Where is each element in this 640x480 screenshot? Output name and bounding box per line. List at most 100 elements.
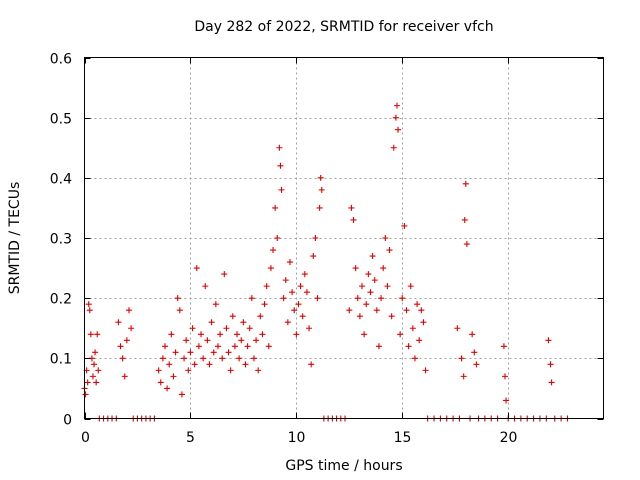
data-point (310, 253, 317, 260)
data-point (407, 283, 414, 290)
data-point (503, 397, 510, 404)
data-point (227, 367, 234, 374)
data-point (411, 355, 418, 362)
data-point (308, 361, 315, 368)
data-point (284, 319, 291, 326)
data-point (272, 204, 279, 211)
data-point (176, 307, 183, 314)
data-point (361, 331, 368, 338)
data-point (193, 265, 200, 272)
data-point (191, 361, 198, 368)
data-point (157, 379, 164, 386)
data-point (384, 283, 391, 290)
data-point (548, 379, 555, 386)
data-point (246, 325, 253, 332)
data-point (461, 216, 468, 223)
data-point (174, 295, 181, 302)
x-tick-labels: 0 5 10 15 20 (81, 430, 517, 446)
data-point (119, 355, 126, 362)
data-point (210, 349, 217, 356)
data-point (261, 301, 268, 308)
data-point (316, 204, 323, 211)
data-point (234, 331, 241, 338)
data-point (185, 367, 192, 374)
data-point (390, 144, 397, 151)
data-point (280, 295, 287, 302)
data-point (214, 343, 221, 350)
data-point (200, 355, 207, 362)
data-point (293, 331, 300, 338)
data-point (187, 349, 194, 356)
data-point (257, 313, 264, 320)
y-tick-labels: 0 0.1 0.2 0.3 0.4 0.5 0.6 (50, 52, 72, 429)
data-point (212, 301, 219, 308)
data-point (373, 307, 380, 314)
y-tick-label: 0.5 (50, 112, 72, 128)
data-point (195, 343, 202, 350)
data-point (206, 361, 213, 368)
data-point (94, 331, 101, 338)
data-point (274, 235, 281, 241)
y-tick-label: 0.4 (50, 172, 72, 188)
data-point (217, 331, 224, 338)
data-point (306, 325, 313, 332)
data-point (317, 174, 324, 181)
y-tick-label: 0.3 (50, 232, 72, 248)
data-points (81, 102, 571, 422)
data-point (395, 126, 402, 133)
data-point (95, 367, 102, 374)
data-point (219, 355, 226, 362)
data-point (286, 259, 293, 266)
data-point (422, 367, 429, 374)
data-point (378, 295, 385, 302)
data-point (460, 373, 467, 380)
data-point (314, 295, 321, 302)
data-point (392, 114, 399, 121)
data-point (248, 295, 255, 302)
data-point (501, 373, 508, 380)
data-point (202, 283, 209, 290)
data-point (318, 186, 325, 193)
data-point (229, 313, 236, 320)
data-point (469, 331, 476, 338)
data-point (367, 289, 374, 296)
data-point (289, 289, 296, 296)
data-point (253, 337, 260, 344)
data-point (198, 331, 205, 338)
data-point (409, 325, 416, 332)
data-point (128, 325, 135, 332)
data-point (346, 307, 353, 314)
y-axis-title: SRMTID / TECUs (7, 182, 23, 295)
y-tick-label: 0 (63, 413, 72, 429)
data-point (242, 361, 249, 368)
data-point (161, 343, 168, 350)
data-point (500, 343, 507, 350)
data-point (471, 349, 478, 356)
data-point (204, 337, 211, 344)
data-point (84, 379, 91, 386)
data-point (125, 307, 132, 314)
grid (84, 57, 604, 419)
data-point (282, 277, 289, 284)
data-point (223, 325, 230, 332)
data-point (259, 331, 266, 338)
data-point (295, 301, 302, 308)
data-point (393, 102, 400, 109)
data-point (386, 247, 393, 254)
data-point (238, 337, 245, 344)
data-point (352, 265, 359, 272)
x-axis-title: GPS time / hours (285, 458, 402, 474)
data-point (371, 277, 378, 284)
data-point (85, 301, 92, 308)
data-point (369, 253, 376, 260)
data-point (401, 222, 408, 229)
data-point (348, 204, 355, 211)
data-point (301, 271, 308, 278)
y-tick-label: 0.1 (50, 352, 72, 368)
data-point (82, 391, 89, 398)
x-tick-label: 10 (288, 430, 306, 446)
data-point (382, 235, 389, 241)
x-tick-label: 20 (500, 430, 518, 446)
data-point (170, 373, 177, 380)
data-point (123, 337, 130, 344)
